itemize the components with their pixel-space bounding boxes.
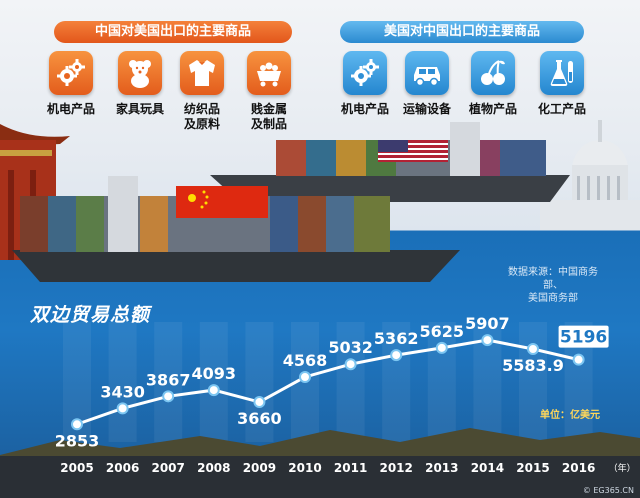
category-label: 机电产品: [340, 102, 389, 116]
watermark: © EG365.CN: [582, 486, 634, 495]
chart-title: 双边贸易总额: [30, 304, 151, 326]
x-tick-label: 2010: [288, 461, 321, 475]
scene-illustration: [0, 120, 640, 282]
category-label: 家具玩具: [115, 102, 164, 116]
capitol-illustration: [540, 120, 640, 230]
data-point: [162, 390, 175, 403]
value-label: 5362: [374, 329, 419, 348]
value-label: 3430: [100, 382, 145, 401]
value-label: 3867: [146, 370, 191, 389]
sweater-icon: [180, 51, 224, 95]
highlight-box: [558, 325, 609, 348]
x-tick-label: 2014: [471, 461, 504, 475]
value-label: 4093: [192, 364, 237, 383]
value-label: 5907: [465, 314, 510, 333]
background-column: [199, 322, 228, 442]
teddy-bear-icon: [118, 51, 162, 95]
gears-icon: [49, 51, 93, 95]
background-column: [519, 322, 547, 442]
value-label: 5196: [560, 328, 607, 348]
data-source-note: 数据来源：中国商务部、 美国商务部: [508, 267, 598, 304]
x-tick-label: 2005: [60, 461, 93, 475]
data-point: [344, 358, 357, 371]
data-point: [71, 418, 83, 431]
us-exports-title: 美国对中国出口的主要商品: [340, 21, 584, 43]
mine-cart-icon: [247, 51, 291, 95]
category-label: 机电产品: [46, 102, 95, 116]
x-tick-label: 2008: [197, 461, 230, 475]
value-label: 4568: [283, 351, 328, 370]
x-tick-label: 2016: [562, 461, 595, 475]
series-line: [76, 338, 579, 426]
category-label: 植物产品: [468, 102, 517, 116]
value-label: 5625: [420, 322, 465, 341]
category-label: 贱金属 及制品: [250, 102, 287, 131]
value-label: 5032: [328, 338, 373, 357]
x-tick-label: 2013: [425, 461, 458, 475]
china-container-ship: [12, 176, 460, 282]
background-column: [245, 322, 274, 442]
flasks-icon: [540, 51, 584, 95]
data-point: [116, 402, 129, 415]
us-container-ship: [210, 122, 570, 202]
background-column: [382, 322, 411, 442]
value-label: 5583.9: [502, 356, 564, 375]
background-column: [154, 322, 183, 442]
axis-band: [0, 456, 640, 498]
x-tick-label: 2015: [516, 461, 549, 475]
background-column: [336, 322, 365, 442]
x-tick-label: 2007: [151, 461, 184, 475]
data-point: [207, 384, 220, 397]
x-tick-label: 2009: [243, 461, 276, 475]
x-tick-label: 2012: [379, 461, 412, 475]
x-tick-label: 2011: [334, 461, 367, 475]
data-point: [253, 396, 266, 409]
data-point: [481, 334, 494, 347]
category-label: 运输设备: [402, 102, 451, 116]
value-label: 3660: [237, 409, 282, 428]
unit-label: 单位：亿美元: [540, 410, 600, 421]
data-point: [390, 349, 403, 362]
data-point: [435, 341, 448, 354]
car-icon: [405, 51, 449, 95]
x-tick-label: 2006: [106, 461, 139, 475]
x-axis-suffix: （年）: [609, 462, 636, 474]
data-point: [299, 370, 311, 383]
category-label: 化工产品: [537, 102, 586, 116]
data-point: [572, 353, 585, 366]
data-point: [527, 342, 539, 355]
category-label: 纺织品 及原料: [183, 102, 220, 131]
value-label: 2853: [55, 431, 100, 450]
background-column: [108, 322, 137, 442]
gears-icon: [343, 51, 387, 95]
china-exports-title: 中国对美国出口的主要商品: [54, 21, 292, 43]
cherries-icon: [471, 51, 515, 95]
